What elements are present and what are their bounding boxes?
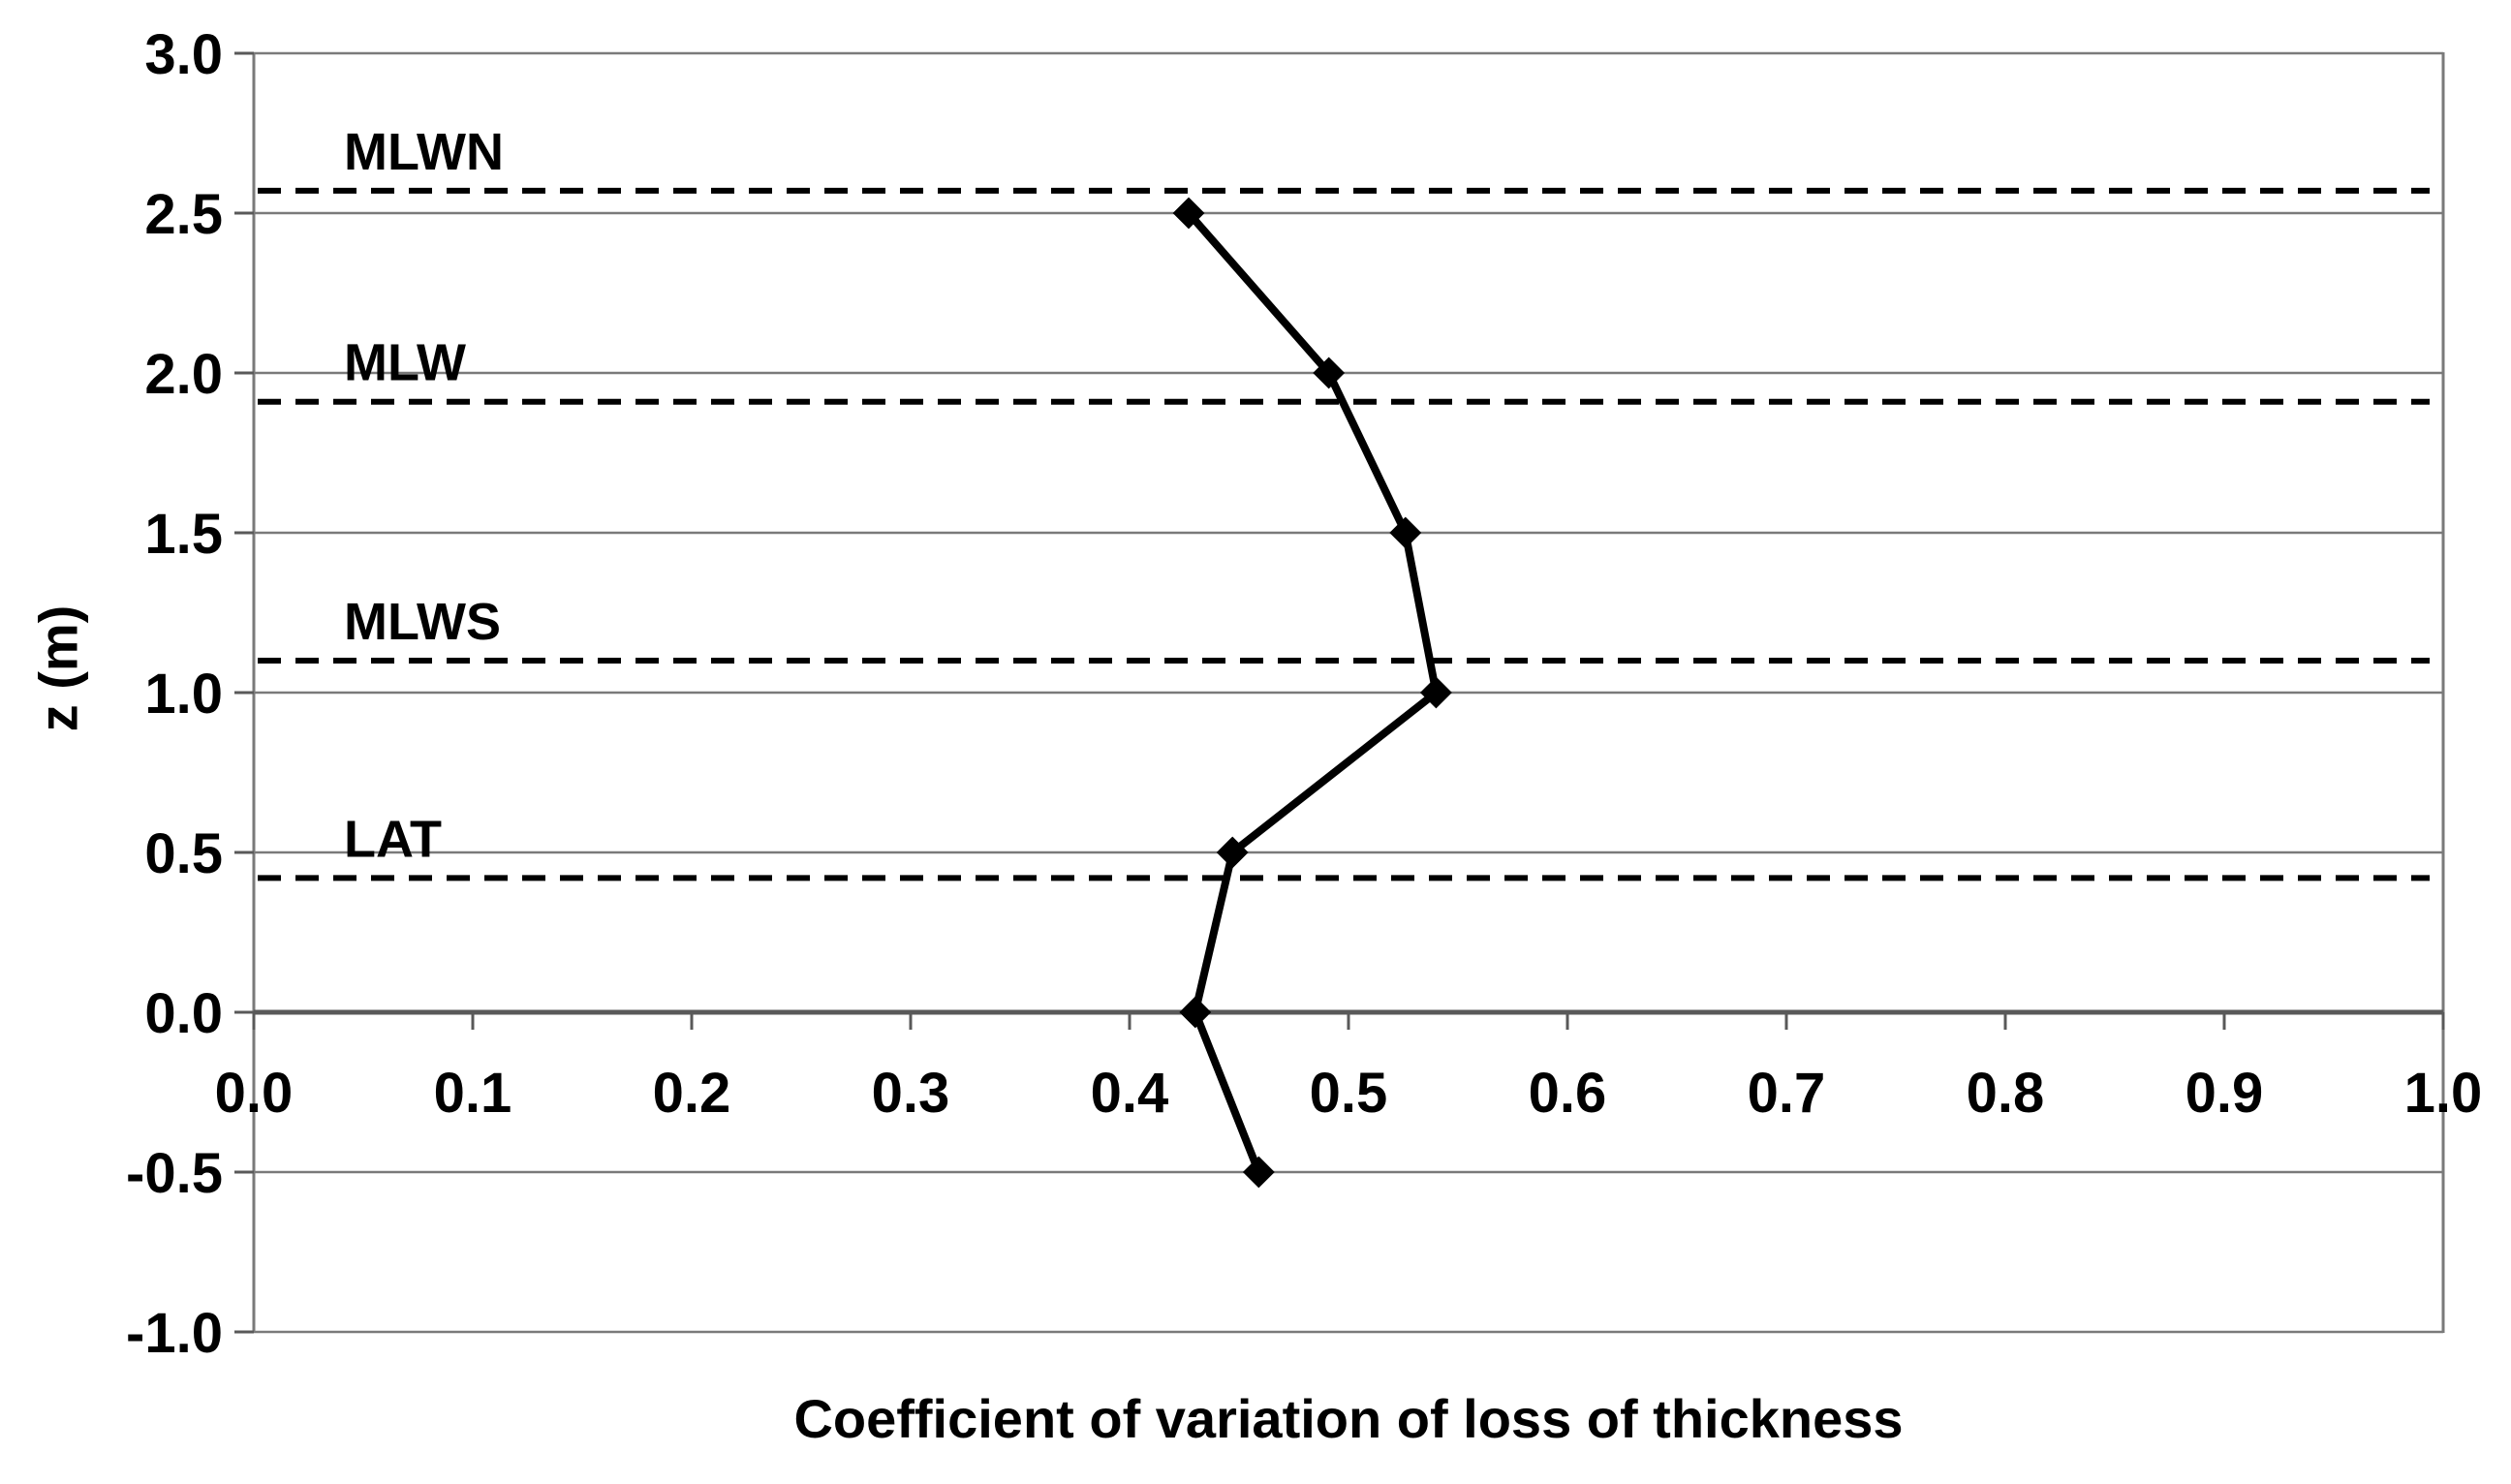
y-tick-label-0.0: 0.0 (144, 982, 223, 1045)
x-tick-label-0.2: 0.2 (653, 1062, 731, 1125)
y-axis-title: z (m) (27, 604, 89, 732)
y-tick-label--1.0: -1.0 (126, 1302, 223, 1365)
data-point-marker (1216, 836, 1249, 869)
x-tick-label-0.5: 0.5 (1310, 1062, 1388, 1125)
data-point-marker (1172, 197, 1205, 230)
y-tick-label-1.5: 1.5 (144, 503, 223, 566)
x-tick-label-0.3: 0.3 (872, 1062, 950, 1125)
data-point-marker (1313, 356, 1346, 389)
data-point-marker (1179, 996, 1212, 1029)
data-point-marker (1242, 1156, 1275, 1189)
x-tick-label-0.7: 0.7 (1748, 1062, 1826, 1125)
x-tick-label-0.9: 0.9 (2186, 1062, 2264, 1125)
x-tick-label-0.0: 0.0 (215, 1062, 294, 1125)
reference-label-MLW: MLW (344, 334, 466, 392)
y-tick-label-2.5: 2.5 (144, 183, 223, 246)
x-axis-title: Coefficient of variation of loss of thic… (793, 1388, 1904, 1449)
reference-label-LAT: LAT (344, 810, 442, 868)
data-point-marker (1419, 676, 1452, 709)
x-tick-label-0.8: 0.8 (1967, 1062, 2045, 1125)
y-tick-label--0.5: -0.5 (126, 1142, 223, 1205)
reference-label-MLWN: MLWN (344, 123, 504, 181)
y-tick-label-2.0: 2.0 (144, 343, 223, 406)
data-point-marker (1389, 516, 1422, 549)
y-tick-label-1.0: 1.0 (144, 663, 223, 726)
reference-label-MLWS: MLWS (344, 593, 501, 651)
y-tick-label-0.5: 0.5 (144, 822, 223, 885)
x-tick-label-0.6: 0.6 (1529, 1062, 1607, 1125)
x-tick-label-0.1: 0.1 (434, 1062, 512, 1125)
y-tick-label-3.0: 3.0 (144, 23, 223, 86)
x-tick-label-1.0: 1.0 (2404, 1062, 2483, 1125)
x-tick-label-0.4: 0.4 (1091, 1062, 1169, 1125)
